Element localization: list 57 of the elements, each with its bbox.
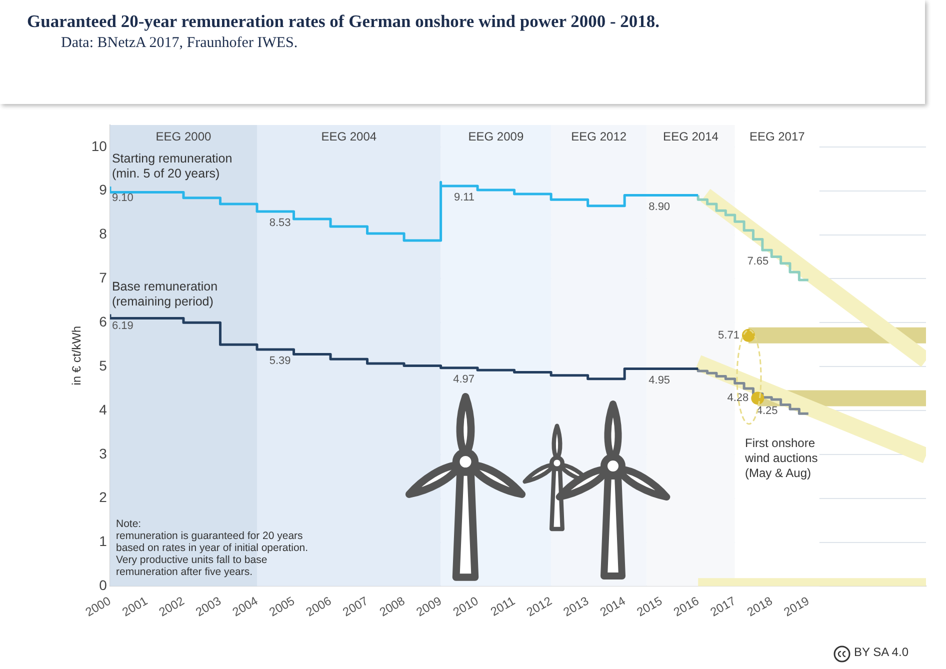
series-label: Base remuneration (remaining period) — [112, 280, 218, 309]
x-tick-label: 2010 — [450, 594, 481, 620]
data-label: 9.10 — [112, 192, 134, 204]
y-tick-label: 2 — [99, 489, 108, 506]
data-label: 7.65 — [747, 256, 769, 268]
annotation: Note: remuneration is guaranteed for 20 years based on rates in year of initial operation. Very productive units fall to base remuneration after five years. — [116, 518, 308, 578]
y-tick-label: 3 — [99, 445, 108, 462]
band-label: EEG 2012 — [571, 129, 627, 144]
y-tick-label: 5 — [99, 357, 108, 374]
x-tick-label: 2012 — [524, 594, 554, 620]
x-tick-label: 2006 — [304, 594, 334, 620]
x-tick-label: 2016 — [671, 594, 702, 620]
x-tick-label: 2019 — [781, 594, 812, 620]
data-label: 8.53 — [269, 217, 291, 230]
y-axis-title: in € ct/kWh — [70, 326, 84, 386]
data-label: 8.90 — [648, 200, 670, 213]
x-tick-label: 2018 — [744, 594, 776, 620]
y-tick-label: 10 — [91, 138, 108, 154]
x-tick-label: 2004 — [230, 594, 260, 620]
data-label: 9.11 — [454, 192, 475, 204]
data-label: 4.28 — [727, 392, 749, 404]
chart-subtitle: Data: BNetzA 2017, Fraunhofer IWES. — [61, 35, 298, 52]
y-tick-label: 4 — [99, 401, 108, 418]
y-tick-label: 7 — [99, 270, 108, 286]
data-label: 5.39 — [269, 354, 291, 367]
y-tick-label: 9 — [99, 182, 108, 198]
annotation: First onshore wind auctions (May & Aug) — [745, 436, 818, 481]
x-tick-label: 2011 — [488, 594, 518, 619]
data-label: 5.71 — [718, 329, 740, 342]
y-tick-label: 1 — [99, 533, 108, 550]
series-label: Starting remuneration (min. 5 of 20 years) — [112, 152, 232, 181]
x-tick-label: 2013 — [560, 594, 592, 620]
band-label: EEG 2004 — [321, 129, 377, 144]
chart-title: Guaranteed 20-year remuneration rates of German onshore wind power 2000 - 2018. — [27, 11, 660, 32]
x-tick-label: 2002 — [156, 594, 187, 620]
y-tick-label: 8 — [99, 226, 108, 242]
x-tick-label: 2015 — [634, 594, 665, 620]
x-tick-label: 2005 — [266, 594, 298, 620]
band-label: EEG 2014 — [663, 129, 719, 144]
x-tick-label: 2014 — [598, 594, 628, 620]
text: BY SA 4.0 — [854, 645, 908, 659]
data-label: 4.95 — [648, 374, 670, 386]
x-tick-label: 2000 — [83, 594, 114, 620]
band-label: EEG 2000 — [156, 129, 212, 144]
data-label: 6.19 — [112, 320, 134, 332]
x-tick-label: 2001 — [120, 594, 150, 620]
band-label: EEG 2009 — [468, 129, 524, 144]
y-tick-label: 0 — [99, 577, 108, 594]
data-label: 4.97 — [453, 373, 475, 386]
band-label: EEG 2017 — [749, 129, 806, 144]
data-label: 4.25 — [756, 405, 778, 418]
x-tick-label: 2007 — [340, 594, 371, 620]
x-tick-label: 2008 — [377, 594, 408, 620]
x-tick-label: 2003 — [193, 594, 224, 620]
y-tick-label: 6 — [99, 314, 108, 330]
x-tick-label: 2009 — [414, 594, 444, 620]
x-tick-label: 2017 — [708, 594, 738, 620]
